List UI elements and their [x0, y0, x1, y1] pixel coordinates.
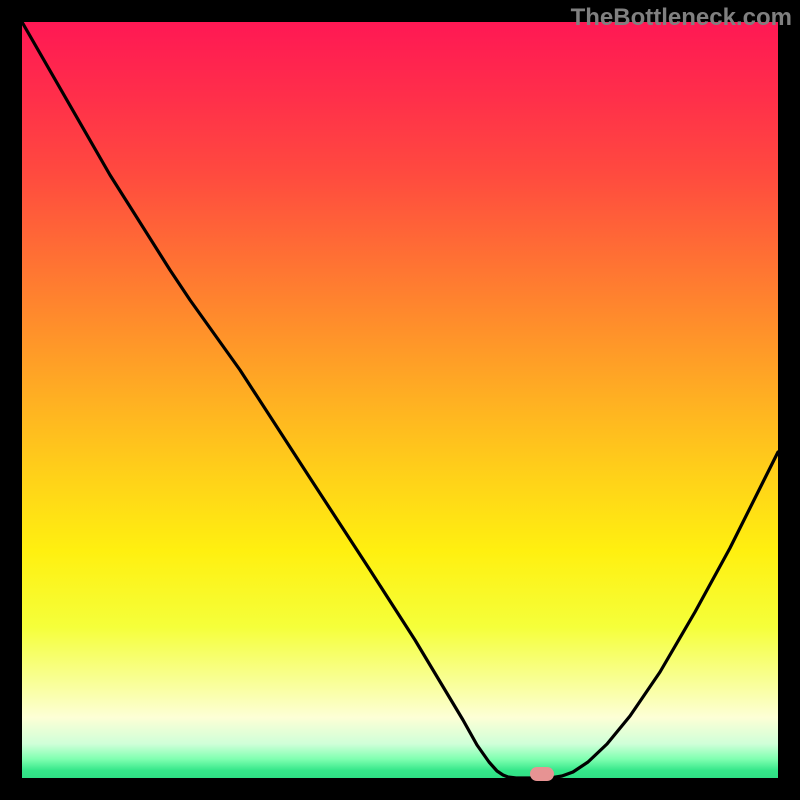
- watermark-text: TheBottleneck.com: [571, 4, 792, 32]
- bottleneck-chart: TheBottleneck.com: [0, 0, 800, 800]
- chart-svg: [0, 0, 800, 800]
- optimum-marker: [530, 767, 554, 781]
